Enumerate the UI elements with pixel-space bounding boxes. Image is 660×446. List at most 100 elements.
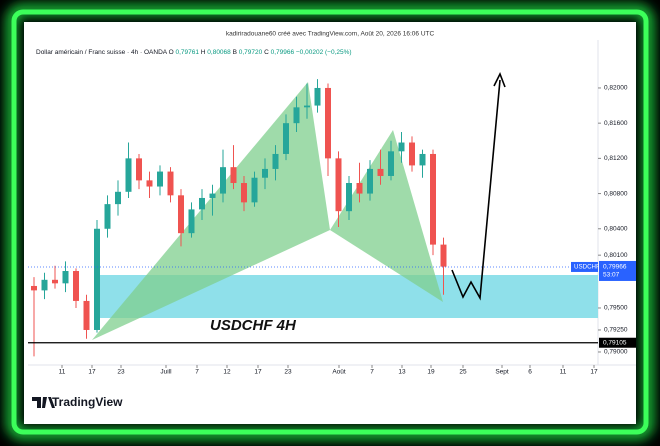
y-tick-label: 0,79000 (604, 349, 628, 356)
level-tag (599, 337, 636, 348)
candle-body (157, 171, 163, 187)
candle-body (83, 300, 90, 330)
candle-body (304, 105, 310, 108)
x-tick-label: 13 (398, 369, 406, 376)
x-tick-label: Août (332, 369, 346, 376)
drawings (92, 82, 598, 340)
header: kadiriradouane60 créé avec TradingView.c… (226, 31, 435, 38)
candle-body (356, 183, 363, 194)
y-tick-label: 0,81200 (604, 155, 628, 162)
candle-body (94, 228, 100, 330)
x-tick-label: 7 (370, 369, 374, 376)
candle-body (167, 171, 174, 196)
y-tick-label: 0,79250 (604, 327, 628, 334)
x-tick-label: 11 (560, 369, 567, 376)
candle-body (398, 142, 405, 152)
price-label: 0,79966 (603, 264, 627, 271)
legend: Dollar américain / Franc suisse · 4h · O… (36, 49, 352, 56)
level-label: 0,79105 (603, 339, 627, 346)
x-tick-label: 17 (88, 369, 96, 376)
price-tag (599, 260, 636, 281)
symbol-tag (571, 261, 598, 272)
y-tick-label: 0,80100 (604, 252, 628, 259)
candle-body (73, 271, 79, 301)
candle-body (52, 279, 58, 284)
candle-body (146, 180, 153, 187)
candle-body (136, 158, 142, 181)
y-tick-label: 0,80400 (604, 225, 628, 232)
legend-key: H (201, 49, 206, 56)
candle-body (251, 177, 258, 203)
legend-text: Dollar américain / Franc suisse · 4h · O… (36, 49, 352, 56)
x-tick-label: 23 (117, 369, 125, 376)
candle-body (230, 167, 237, 184)
annotation: USDCHF 4H (210, 317, 297, 334)
x-tick-label: 17 (254, 369, 262, 376)
candle-body (188, 209, 195, 234)
pattern-leg-2 (330, 130, 443, 302)
candle-body (262, 168, 268, 178)
candle-body (178, 195, 184, 234)
x-tick-label: 7 (195, 369, 199, 376)
legend-change: −0,00202 (−0,25%) (296, 49, 352, 56)
legend-value: 0,80068 (207, 49, 231, 56)
candle-body (419, 153, 426, 166)
legend-key: B (233, 49, 237, 56)
chart-panel (24, 22, 636, 424)
brand-name: TradingView (52, 395, 123, 409)
arrow-head (493, 72, 506, 88)
x-tick-label: 25 (459, 369, 467, 376)
candle-body (209, 193, 216, 198)
x-tick-label: 23 (284, 369, 292, 376)
pattern-leg-1 (92, 82, 330, 340)
candle-body (41, 279, 48, 291)
y-tick-label: 0,80800 (604, 190, 628, 197)
candle-body (293, 107, 300, 124)
candle-body (325, 87, 331, 159)
legend-key: C (264, 49, 269, 56)
candle-body (115, 191, 121, 205)
x-tick-label: 11 (59, 369, 66, 376)
y-tick-label: 0,79500 (604, 305, 628, 312)
x-tick-label: 19 (427, 369, 435, 376)
candle-body (104, 204, 111, 229)
candle-body (430, 153, 436, 245)
candle-body (62, 271, 69, 284)
x-tick-label: 17 (590, 369, 598, 376)
x-tick-label: 12 (223, 369, 231, 376)
candle-body (283, 123, 289, 154)
legend-value: 0,79761 (175, 49, 199, 56)
candle-body (335, 158, 342, 212)
candle-body (31, 285, 37, 291)
brand-logo (32, 397, 55, 408)
candle-body (367, 168, 373, 194)
candle-body (272, 153, 279, 169)
y-tick-label: 0,81600 (604, 120, 628, 127)
candles (31, 79, 447, 357)
x-tick-label: Sept (495, 369, 509, 376)
candle-body (388, 151, 394, 176)
candle-body (241, 183, 247, 203)
x-tick-label: Juill (160, 369, 172, 376)
legend-value: 0,79966 (271, 49, 295, 56)
x-tick-label: 6 (528, 369, 532, 376)
frame (11, 9, 649, 435)
legend-value: 0,79720 (239, 49, 263, 56)
y-tick-label: 0,82000 (604, 85, 628, 92)
projection (451, 79, 501, 301)
candle-body (440, 244, 447, 267)
candle-body (377, 168, 384, 176)
candle-body (409, 142, 415, 166)
candle-body (346, 183, 352, 212)
countdown-label: 53:07 (603, 272, 620, 279)
candle-body (125, 158, 132, 192)
candle-body (314, 87, 321, 106)
legend-key: O (169, 49, 174, 56)
candle-body (199, 197, 205, 210)
legend-symbol: Dollar américain / Franc suisse · 4h · O… (36, 49, 168, 56)
candle-body (220, 167, 226, 194)
brand: TradingView (32, 395, 123, 409)
symbol-label: USDCHF (574, 264, 600, 271)
